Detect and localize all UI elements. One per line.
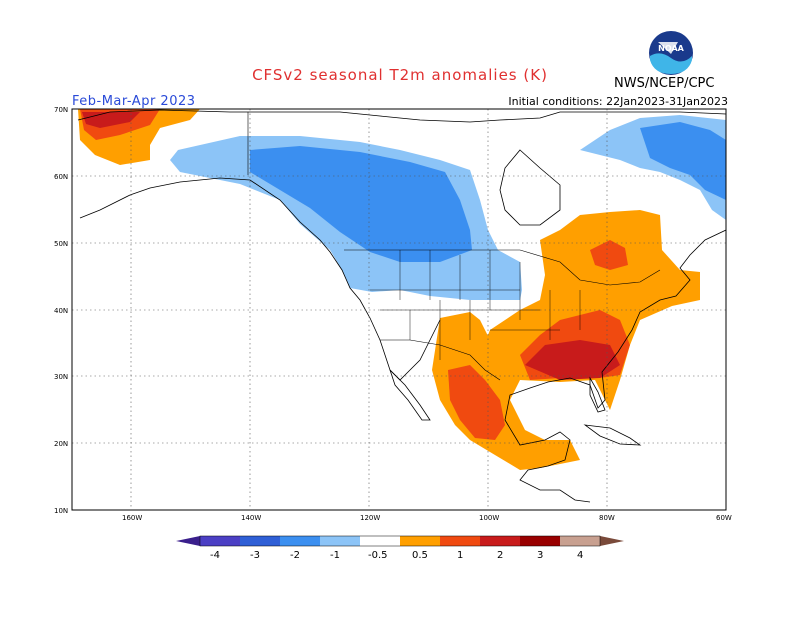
- colorbar-label: 2: [497, 550, 503, 561]
- colorbar-label: -1: [330, 550, 340, 561]
- noaa-logo-icon: NOAA: [649, 31, 693, 75]
- colorbar-label: -0.5: [368, 550, 388, 561]
- colorbar-label: -4: [210, 550, 220, 561]
- lon-label: 120W: [360, 514, 380, 522]
- cuba: [583, 424, 642, 446]
- colorbar-low-arrow: [176, 536, 200, 546]
- colorbar-segment: [520, 536, 560, 546]
- lat-label: 70N: [54, 106, 68, 114]
- longitude-labels: 160W 140W 120W 100W 80W 60W: [122, 514, 732, 522]
- colorbar-label: -2: [290, 550, 300, 561]
- lat-label: 40N: [54, 307, 68, 315]
- colorbar-label: 4: [577, 550, 583, 561]
- colorbar-label: 0.5: [412, 550, 428, 561]
- lat-label: 60N: [54, 173, 68, 181]
- warm-anomaly-southeast-core: [525, 340, 620, 380]
- cold-anomaly-northeast-strong: [640, 122, 726, 200]
- colorbar-label: 1: [457, 550, 463, 561]
- us-canada-border: [344, 249, 661, 286]
- north-america-coastline: [77, 109, 726, 503]
- baja: [389, 369, 431, 421]
- colorbar-segment: [400, 536, 440, 546]
- warm-anomaly-mexico-strong: [448, 365, 505, 440]
- lat-label: 30N: [54, 373, 68, 381]
- colorbar-segment: [280, 536, 320, 546]
- colorbar-label: 3: [537, 550, 543, 561]
- lon-label: 100W: [479, 514, 499, 522]
- lon-label: 160W: [122, 514, 142, 522]
- colorbar-segment: [360, 536, 400, 546]
- colorbar-segment: [480, 536, 520, 546]
- lon-label: 140W: [241, 514, 261, 522]
- florida: [589, 376, 606, 413]
- colorbar-label: -3: [250, 550, 260, 561]
- colorbar-segment: [440, 536, 480, 546]
- colorbar-segment: [200, 536, 240, 546]
- colorbar-segment: [320, 536, 360, 546]
- cold-anomaly-medium: [250, 146, 472, 262]
- lat-label: 20N: [54, 440, 68, 448]
- colorbar-segment: [240, 536, 280, 546]
- colorbar-high-arrow: [600, 536, 624, 546]
- state-borders: [370, 250, 581, 360]
- warm-anomaly-greatlakes: [590, 240, 628, 270]
- lat-label: 10N: [54, 507, 68, 515]
- latitude-labels: 70N 60N 50N 40N 30N 20N 10N: [54, 106, 68, 515]
- logo-text: NOAA: [658, 44, 684, 53]
- agency-label: NWS/NCEP/CPC: [614, 76, 715, 91]
- warm-anomaly-alaska-extreme: [82, 112, 140, 128]
- forecast-period: Feb-Mar-Apr 2023: [72, 94, 196, 109]
- colorbar-segment: [560, 536, 600, 546]
- colorbar: -4 -3 -2 -1 -0.5 0.5 1 2 3 4: [176, 535, 624, 561]
- hudson-bay: [499, 149, 561, 226]
- graticule: [72, 109, 726, 510]
- initial-conditions: Initial conditions: 22Jan2023-31Jan2023: [508, 95, 728, 108]
- lon-label: 60W: [716, 514, 732, 522]
- map-title: CFSv2 seasonal T2m anomalies (K): [252, 66, 548, 84]
- lat-label: 50N: [54, 240, 68, 248]
- lon-label: 80W: [599, 514, 615, 522]
- us-mexico-border: [380, 339, 501, 381]
